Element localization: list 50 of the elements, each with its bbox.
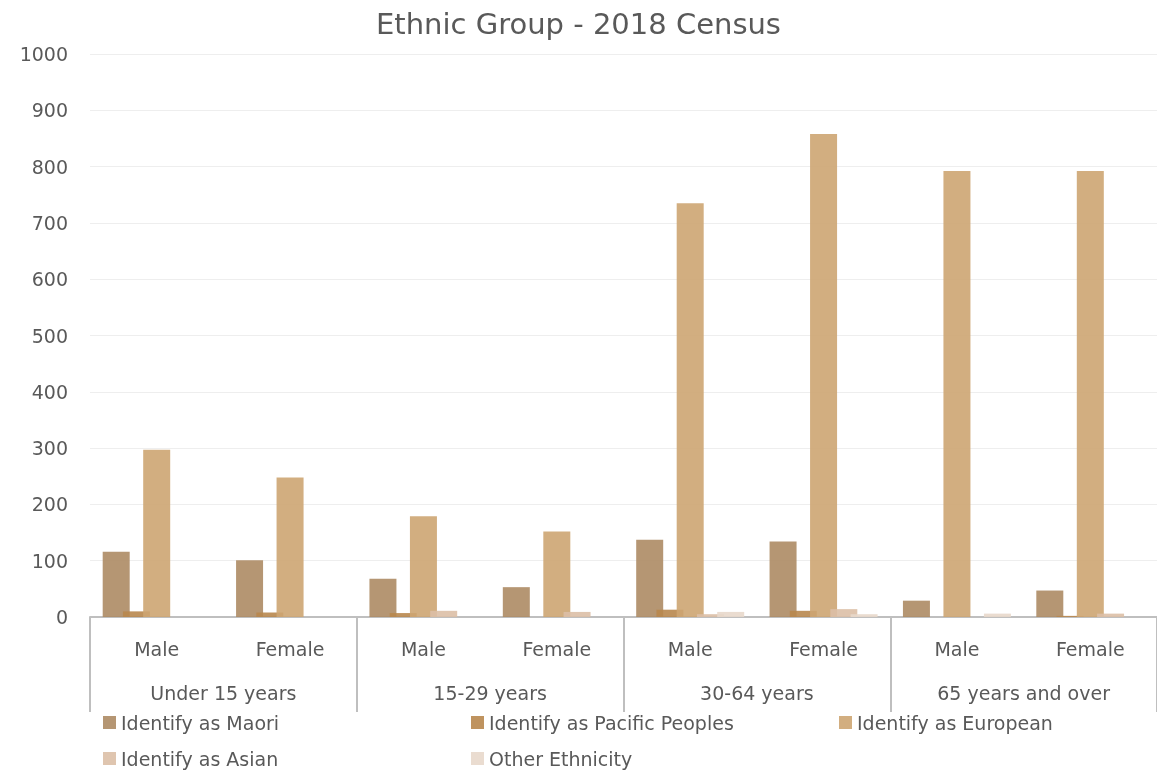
bar [902,600,930,617]
y-tick-label: 600 [31,268,68,291]
y-tick-label: 500 [31,324,68,347]
bar [1036,590,1064,617]
bar [810,133,838,617]
chart-title: Ethnic Group - 2018 Census [376,6,781,41]
bar [850,614,878,617]
x-tick-label: Male [400,637,446,660]
bar [717,611,745,617]
text: Under 15 years [150,681,297,704]
bar [636,539,664,617]
bar [563,611,591,617]
bar [943,171,971,617]
y-tick-label: 900 [31,99,68,122]
x-tick-label: Female [522,637,592,660]
x-tick-label: Female [789,637,858,660]
y-tick-label: 300 [31,437,68,460]
bar [102,551,130,617]
y-tick-label: 100 [31,549,68,572]
bar [236,560,264,617]
bar [502,587,530,617]
legend-label: Identify as Maori [121,711,280,734]
legend-label: Identify as Asian [121,747,279,770]
bar [430,610,458,617]
bar [543,531,571,617]
x-tick-label: Male [134,637,180,660]
x-tick-label: Female [1055,637,1125,660]
x-tick-label: Male [667,637,713,660]
x-tick-label: Female [255,637,325,660]
x-tick-label: Male [934,637,980,660]
y-tick-label: 400 [31,380,68,403]
text: 15-29 years [433,681,547,704]
y-tick-label: 800 [31,155,68,178]
bar [143,449,171,617]
bar [369,578,397,617]
text: 30-64 years [700,681,814,704]
legend-label: Identify as Pacific Peoples [489,711,734,734]
bar [1076,171,1104,617]
bar [676,203,704,617]
y-tick-label: 200 [31,493,68,516]
legend-label: Other Ethnicity [489,747,633,770]
bar [830,609,858,617]
y-tick-label: 0 [55,606,68,628]
bar [409,516,437,617]
y-tick-label: 700 [31,211,68,234]
bar [769,541,797,617]
legend-label: Identify as European [857,711,1053,734]
y-tick-label: 1000 [19,43,68,65]
text: 65 years and over [937,681,1111,704]
bar [276,477,304,617]
